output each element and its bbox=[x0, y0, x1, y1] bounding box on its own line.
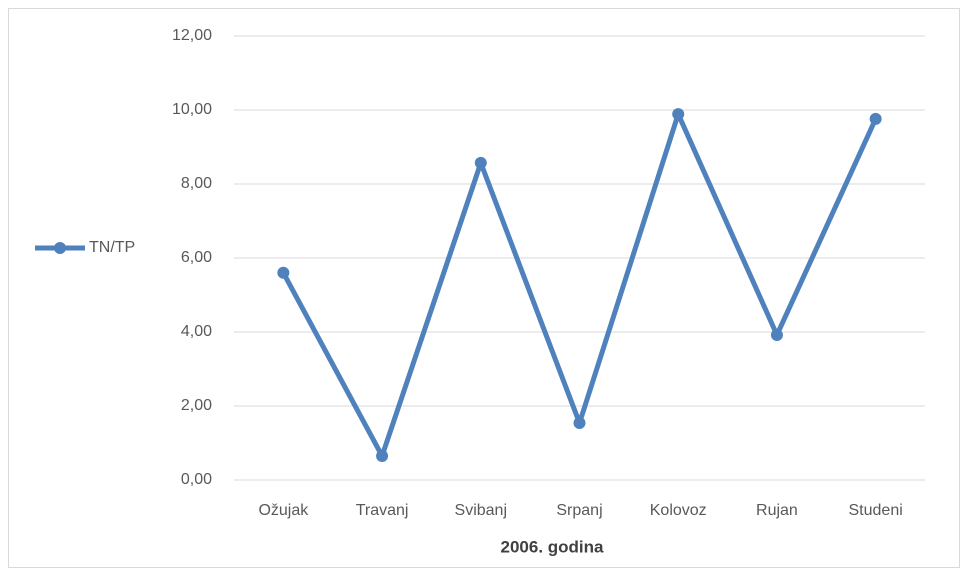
legend-label: TN/TP bbox=[89, 239, 135, 256]
y-tick-label: 4,00 bbox=[181, 323, 212, 340]
x-tick-label: Rujan bbox=[756, 502, 798, 519]
data-point bbox=[474, 156, 487, 169]
x-axis-title: 2006. godina bbox=[501, 537, 605, 556]
x-tick-label: Ožujak bbox=[258, 502, 309, 519]
y-tick-label: 2,00 bbox=[181, 397, 212, 414]
chart-border bbox=[8, 8, 960, 568]
x-tick-label: Svibanj bbox=[455, 502, 507, 519]
data-point bbox=[672, 108, 685, 121]
data-point bbox=[573, 417, 586, 430]
x-tick-label: Srpanj bbox=[556, 502, 602, 519]
data-point bbox=[869, 112, 882, 125]
y-tick-label: 6,00 bbox=[181, 249, 212, 266]
x-tick-label: Kolovoz bbox=[650, 502, 707, 519]
data-point bbox=[770, 328, 783, 341]
x-tick-label: Travanj bbox=[356, 502, 409, 519]
data-point bbox=[277, 266, 290, 279]
legend-marker bbox=[54, 242, 66, 254]
y-tick-label: 8,00 bbox=[181, 175, 212, 192]
data-point bbox=[376, 449, 389, 462]
y-tick-label: 0,00 bbox=[181, 471, 212, 488]
y-tick-label: 10,00 bbox=[172, 101, 212, 118]
x-tick-label: Studeni bbox=[849, 502, 903, 519]
y-tick-label: 12,00 bbox=[172, 27, 212, 44]
